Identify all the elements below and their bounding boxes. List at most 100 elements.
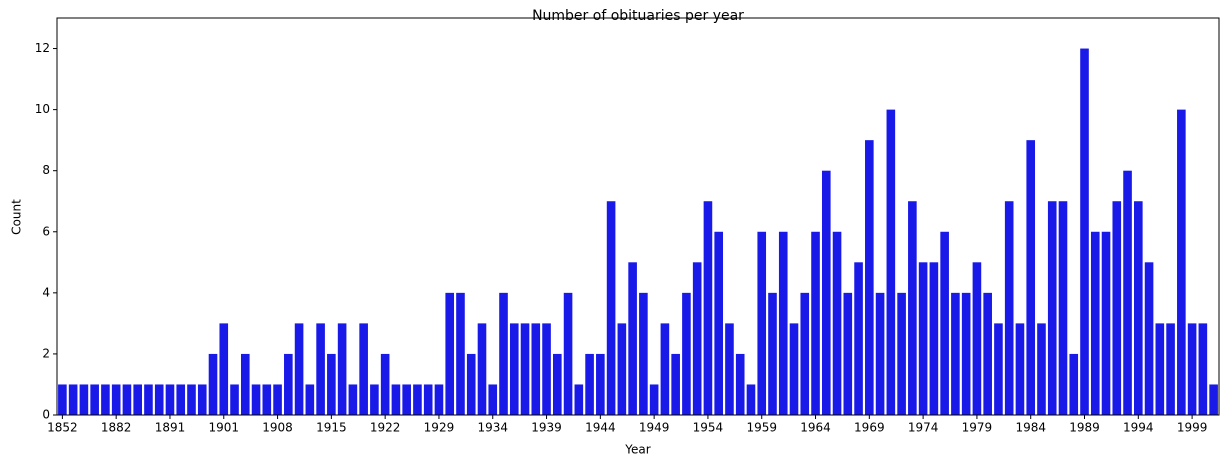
bar [617,323,627,415]
y-tick-label: 0 [42,408,50,422]
bar [337,323,347,415]
bar [305,384,315,415]
bar [714,231,723,415]
x-tick-label: 1852 [47,421,78,435]
x-tick-label: 1979 [962,421,993,435]
x-tick-label: 1922 [370,421,401,435]
y-tick-label: 12 [35,41,50,55]
x-axis-label: Year [624,443,650,457]
bar [725,323,734,415]
bar [509,323,519,415]
bar [596,353,605,415]
bar [875,292,885,415]
bar [574,384,584,415]
bar [1155,323,1165,415]
bar [284,353,293,415]
bar [735,353,745,415]
x-tick-label: 1908 [262,421,293,435]
x-tick-label: 1934 [477,421,508,435]
bar [423,384,433,415]
bar [68,384,78,415]
y-tick-label: 8 [42,163,50,177]
bar [197,384,207,415]
bar [951,292,960,415]
x-tick-label: 1915 [316,421,347,435]
bar [434,384,444,415]
bar [606,201,616,415]
bar [692,262,702,415]
x-tick-label: 1929 [424,421,455,435]
bar [273,384,282,415]
bar [1123,170,1132,415]
bar [122,384,132,415]
bar [886,109,896,415]
bar [639,292,648,415]
bar [854,262,863,415]
bar [165,384,175,415]
bar [1198,323,1208,415]
bar [466,353,476,415]
bar [1209,384,1218,415]
bar [789,323,799,415]
x-tick-label: 1974 [908,421,939,435]
bar [929,262,939,415]
bar [499,292,508,415]
bar [703,201,713,415]
bar [477,323,487,415]
y-axis-label: Count [10,199,24,235]
plot-frame [56,17,1220,416]
bar [456,292,465,415]
bar [316,323,325,415]
x-tick-label: 1949 [639,421,670,435]
bar [144,384,153,415]
bar [746,384,756,415]
bar [671,353,680,415]
bar [897,292,906,415]
bar [563,292,573,415]
bar [757,231,767,415]
bar [380,353,390,415]
bar [972,262,982,415]
bar [230,384,239,415]
bar [778,231,788,415]
bar [359,323,368,415]
bar [219,323,229,415]
bar [208,353,218,415]
chart-title: Number of obituaries per year [532,8,744,24]
bar [79,384,89,415]
bar [811,231,820,415]
x-tick-label: 1901 [208,421,239,435]
x-tick-label: 1994 [1123,421,1154,435]
bar [940,231,949,415]
y-tick-label: 6 [42,224,50,238]
x-tick-label: 1999 [1177,421,1208,435]
bar [133,384,142,415]
bar [843,292,853,415]
bar [1101,231,1111,415]
bar [413,384,422,415]
bar [402,384,411,415]
bar [176,384,186,415]
bar [821,170,831,415]
x-tick-label: 1984 [1015,421,1046,435]
bar [682,292,691,415]
bar [262,384,272,415]
bar [1069,353,1079,415]
bar [187,384,196,415]
bar [768,292,777,415]
x-tick-label: 1964 [800,421,831,435]
bar [1134,201,1143,415]
bar [1058,201,1068,415]
bar [1047,201,1057,415]
bar [800,292,810,415]
x-tick-label: 1944 [585,421,616,435]
y-tick-label: 10 [35,102,50,116]
bar [918,262,928,415]
bar [542,323,551,415]
bar [1177,109,1186,415]
bar [531,323,541,415]
bar [370,384,379,415]
bar [908,201,917,415]
bar [994,323,1003,415]
